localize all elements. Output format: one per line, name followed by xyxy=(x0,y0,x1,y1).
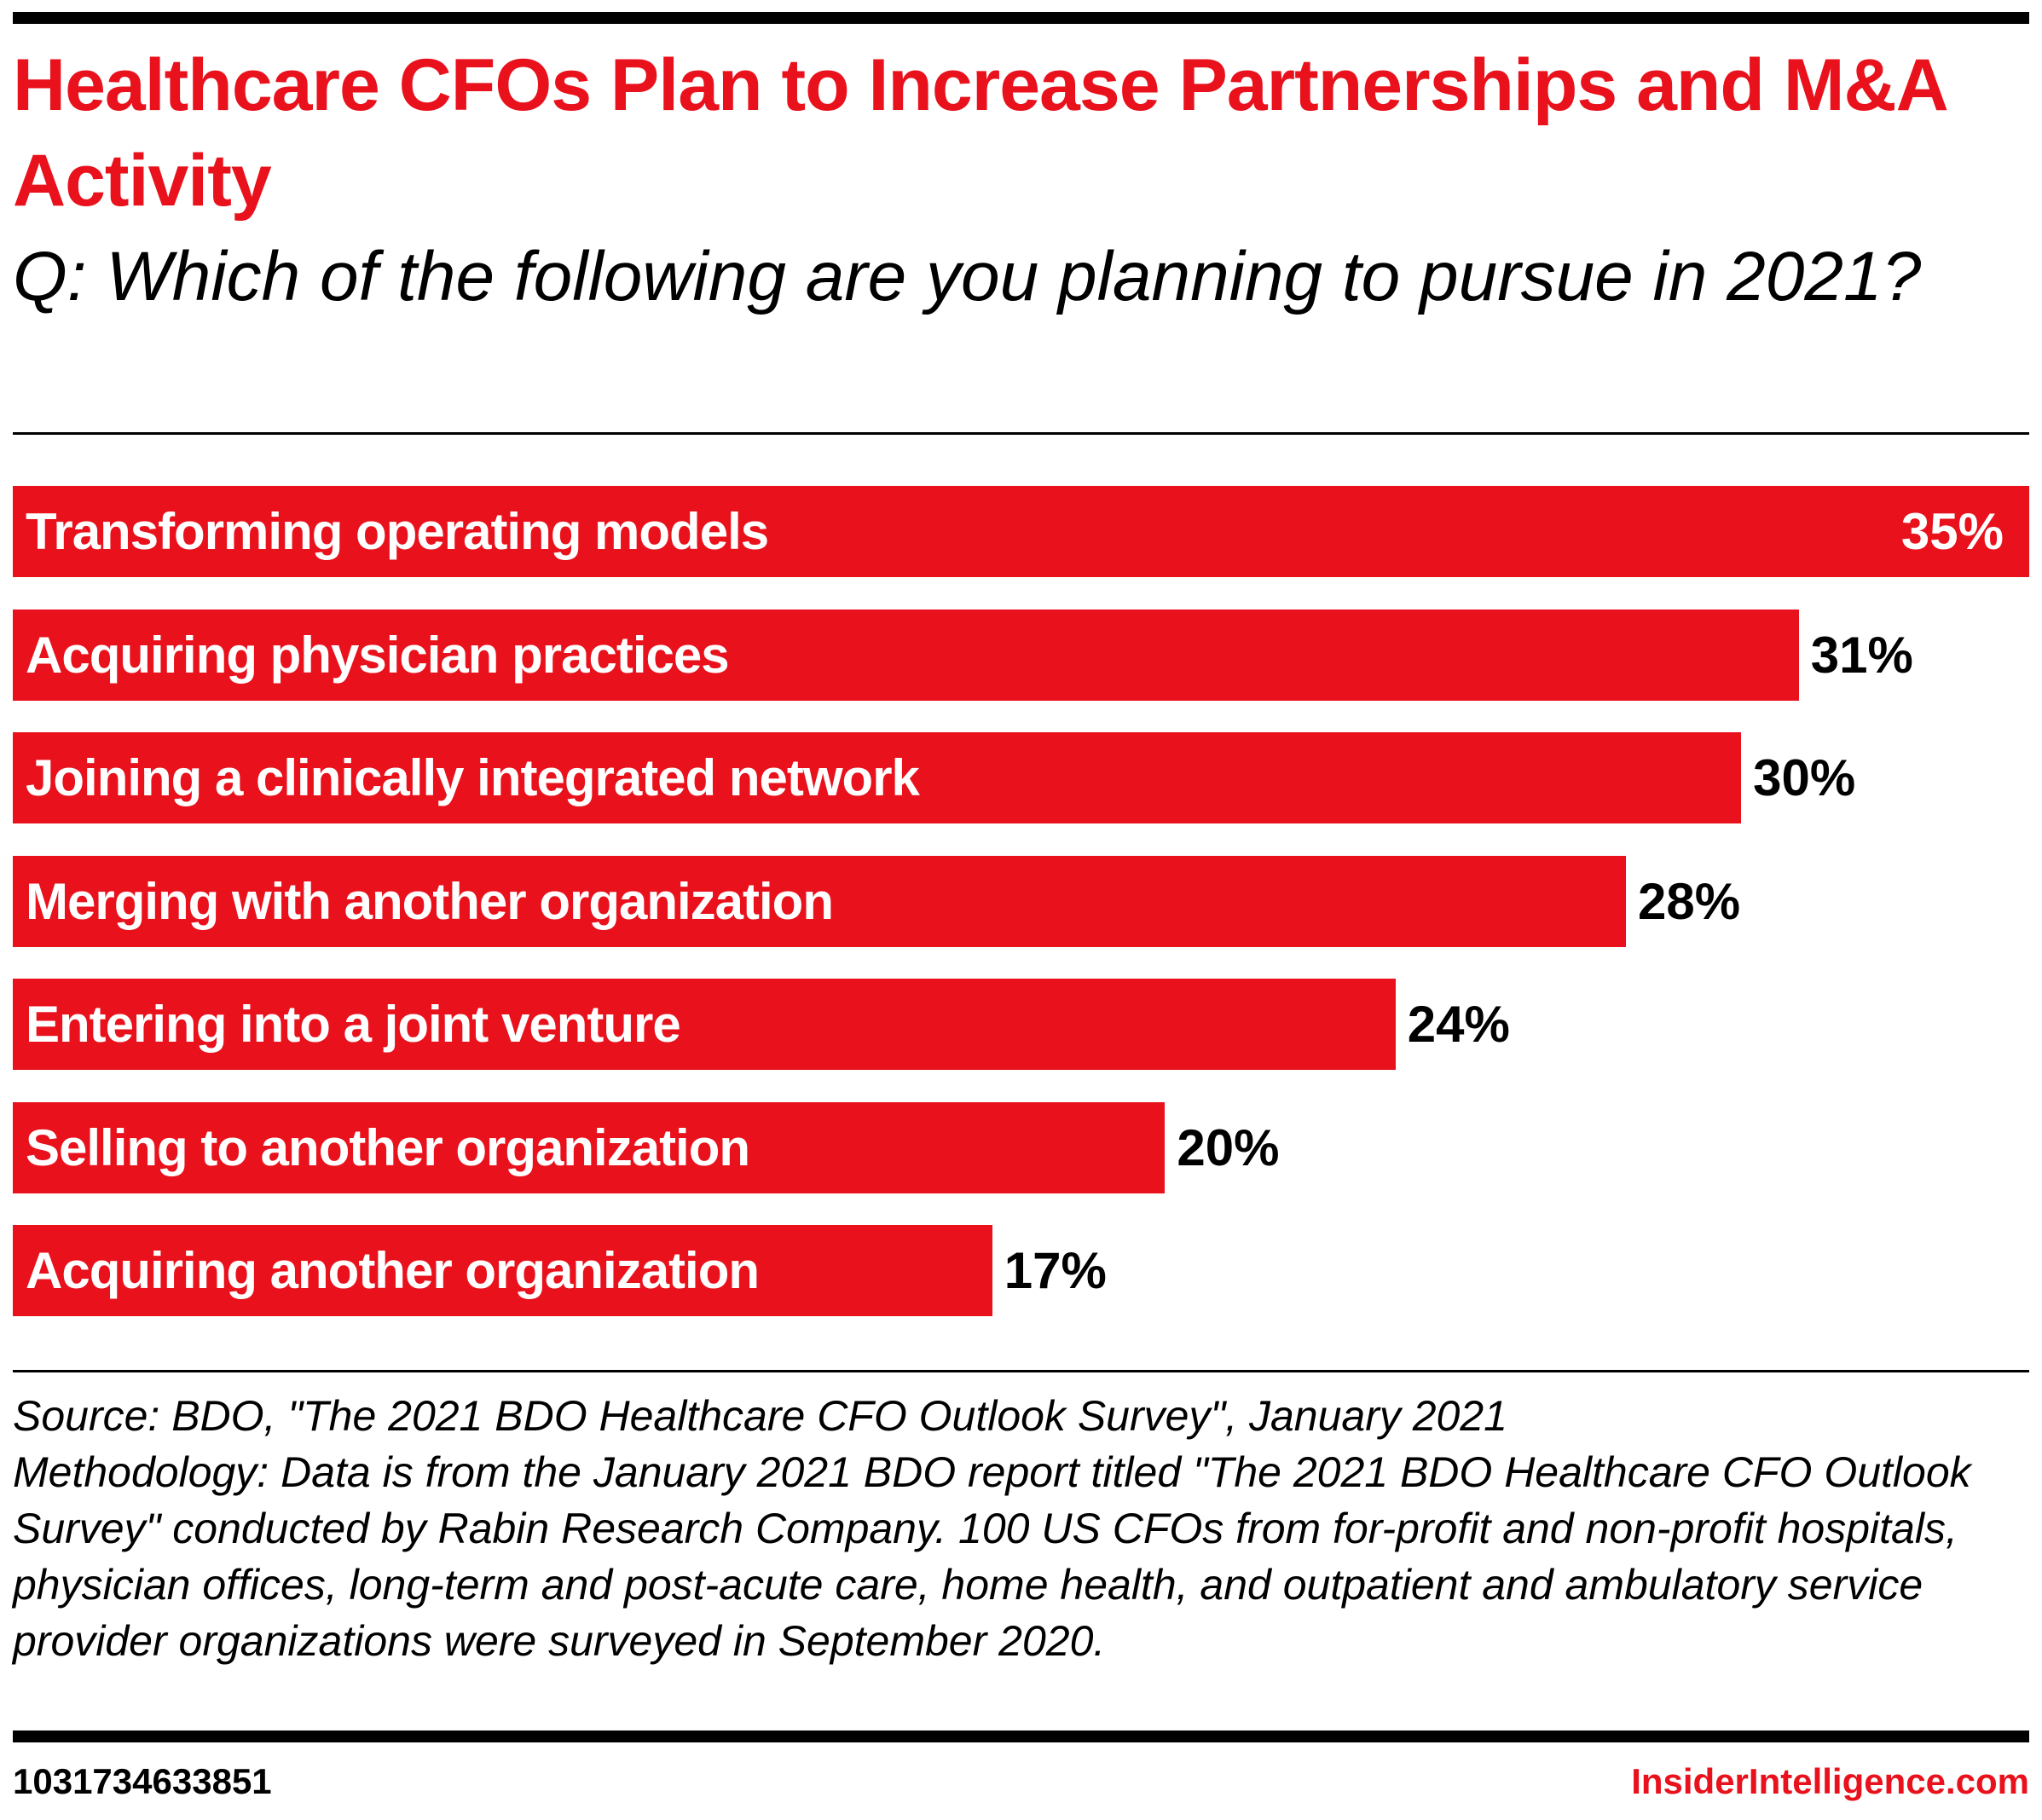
header-divider xyxy=(13,432,2029,435)
value-label: 30% xyxy=(1753,749,1856,806)
bar xyxy=(13,486,2029,577)
bar xyxy=(13,1225,992,1316)
value-label: 24% xyxy=(1407,996,1510,1053)
value-label: 17% xyxy=(1004,1242,1107,1299)
notes-divider xyxy=(13,1370,2029,1372)
bar-label: Selling to another organization xyxy=(26,1118,750,1176)
bar-label: Acquiring another organization xyxy=(26,1242,760,1299)
chart-notes: Source: BDO, "The 2021 BDO Healthcare CF… xyxy=(13,1388,2033,1669)
value-label: 20% xyxy=(1177,1118,1280,1176)
source-note: Source: BDO, "The 2021 BDO Healthcare CF… xyxy=(13,1392,1507,1440)
bar-label: Transforming operating models xyxy=(26,503,769,560)
bottom-rule xyxy=(13,1730,2029,1742)
bar xyxy=(13,1101,1166,1193)
bar xyxy=(13,609,1799,701)
bar xyxy=(13,855,1626,947)
top-rule xyxy=(13,12,2029,24)
bar xyxy=(13,979,1396,1070)
methodology-note: Methodology: Data is from the January 20… xyxy=(13,1448,1971,1665)
value-label: 35% xyxy=(1900,503,2004,560)
value-label: 31% xyxy=(1810,626,1913,684)
chart-title: Healthcare CFOs Plan to Increase Partner… xyxy=(13,44,1947,222)
bar-label: Merging with another organization xyxy=(26,872,834,930)
bar xyxy=(13,732,1742,823)
bar-label: Joining a clinically integrated network xyxy=(26,749,920,806)
chart-subtitle: Q: Which of the following are you planni… xyxy=(13,238,1922,315)
value-label: 28% xyxy=(1638,872,1741,930)
bar-label: Acquiring physician practices xyxy=(26,626,730,684)
bar-label: Entering into a joint venture xyxy=(26,996,681,1053)
brand-link[interactable]: InsiderIntelligence.com xyxy=(1631,1761,2029,1801)
chart-id: 1031734633851 xyxy=(13,1761,272,1801)
